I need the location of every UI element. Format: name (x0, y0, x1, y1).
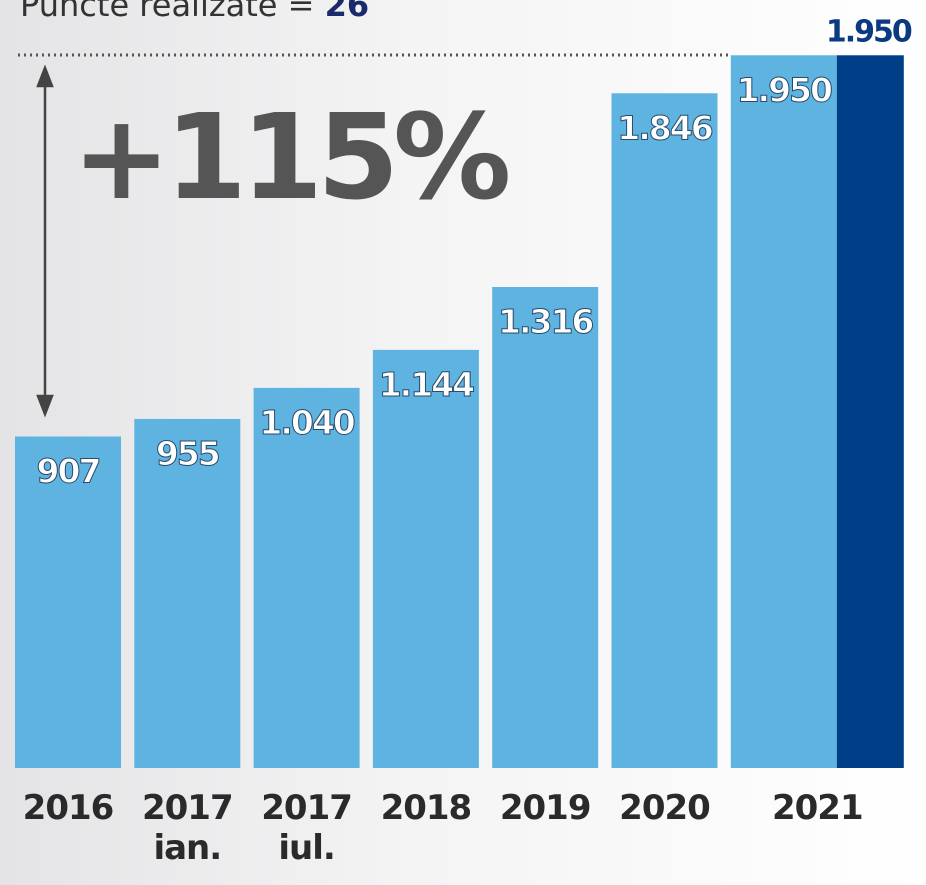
x-tick-label: 2020 (619, 788, 711, 828)
value-label: 907 (37, 451, 100, 490)
bar (611, 93, 718, 769)
bar (134, 418, 241, 768)
x-tick-label: 2019 (499, 788, 592, 828)
x-tick-label: 2016 (22, 788, 115, 828)
title-value: 26 (325, 0, 370, 24)
value-label: 955 (156, 434, 219, 473)
bar (15, 436, 121, 768)
x-tick-label: 2021 (771, 788, 864, 828)
x-tick-label: 2018 (380, 788, 473, 828)
bar (492, 287, 599, 768)
title-text: Puncte realizate = (20, 0, 314, 24)
value-label: 1.846 (617, 108, 712, 147)
value-label: 1.950 (737, 70, 832, 109)
bar (730, 55, 837, 768)
value-label: 1.144 (379, 365, 474, 404)
value-label: 1.040 (259, 403, 354, 442)
annotation: +115% (72, 88, 508, 226)
bar (836, 55, 904, 768)
x-tick-label: 2017 ian. (141, 788, 234, 868)
value-label: 1.950 (826, 14, 912, 49)
bar (372, 349, 479, 768)
chart-title: Puncte realizate = 26 (20, 0, 369, 24)
x-tick-label: 2017 iul. (261, 788, 353, 868)
bar (253, 387, 360, 768)
value-label: 1.316 (498, 302, 593, 341)
arrow (36, 64, 54, 418)
